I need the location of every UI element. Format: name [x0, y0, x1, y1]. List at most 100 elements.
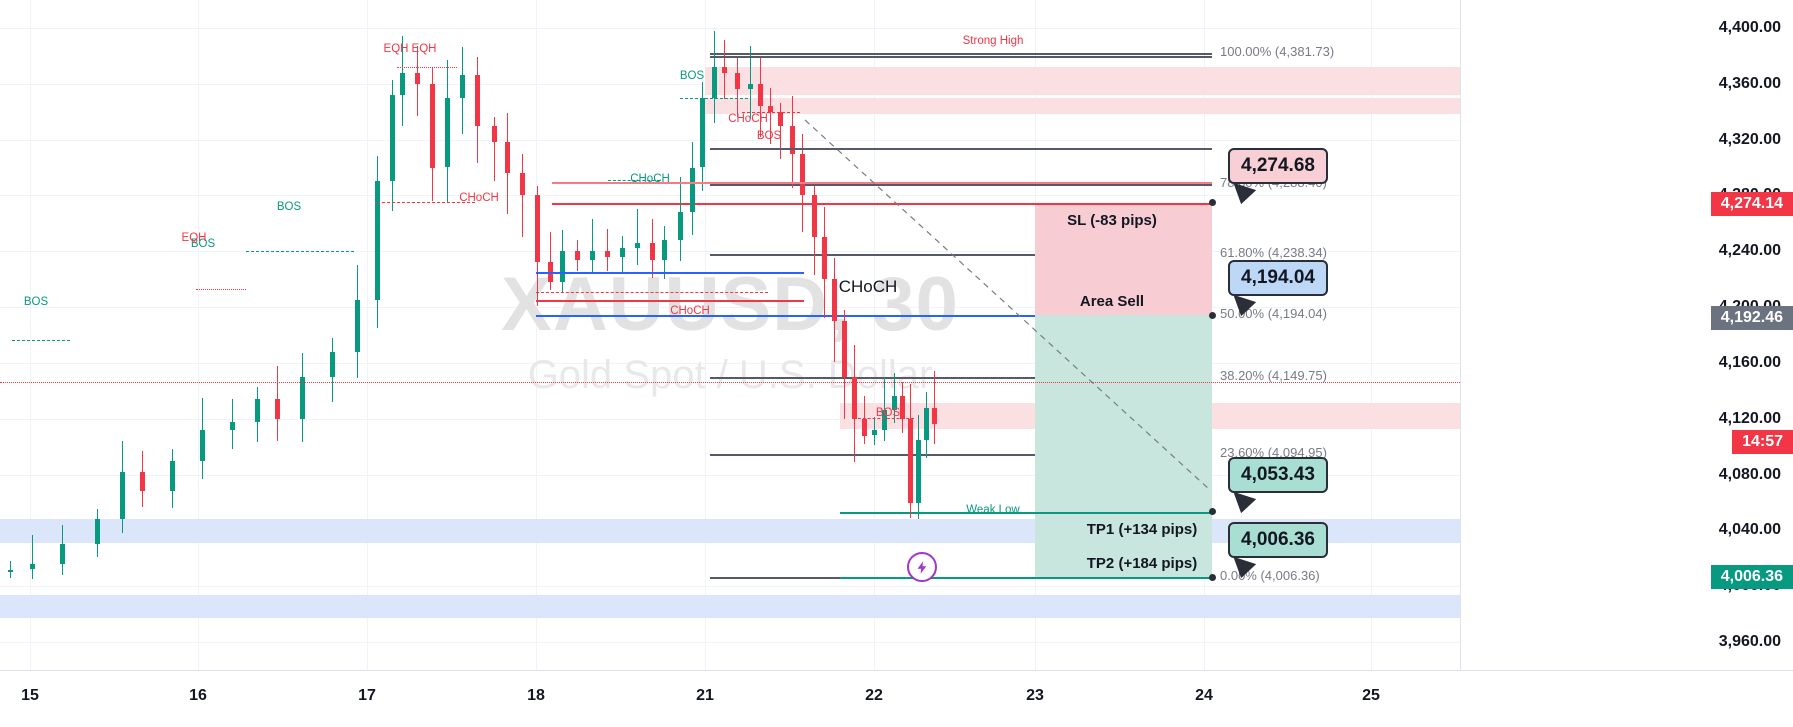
supply-zone-lower [705, 97, 1460, 115]
take-profit-zone[interactable] [1035, 315, 1212, 578]
entry-edge[interactable] [536, 315, 1035, 318]
candle-wick [780, 103, 781, 160]
bos-line-2 [196, 289, 246, 290]
fib-level-label: 61.80% (4,238.34) [1220, 244, 1327, 260]
candle-body [120, 471, 125, 520]
candle-body [852, 376, 857, 419]
candle-wick [32, 534, 33, 580]
candle-body [60, 544, 65, 564]
candle-body [662, 240, 667, 260]
grid-line-v [1371, 0, 1372, 670]
price-tick: 4,080.00 [1718, 465, 1781, 483]
candle-body [492, 125, 497, 143]
smc-marker-choch-9: CHoCH [728, 113, 768, 125]
time-tick: 23 [1026, 687, 1044, 704]
replay-bolt-icon[interactable] [907, 552, 937, 582]
smc-marker-bos-8: BOS [679, 70, 705, 82]
tp1-edge[interactable] [840, 511, 1212, 514]
grid-line-h [0, 418, 1460, 420]
countdown-badge[interactable]: 14:57 [1732, 430, 1793, 455]
smc-marker-choch-12: CHoCH [838, 277, 898, 296]
stop-price-bubble-anchor [1209, 199, 1216, 207]
candle-body [678, 212, 683, 241]
watermark-description: Gold Spot / U.S. Dollar [527, 352, 933, 397]
tp1-price-bubble-tail [1227, 491, 1257, 516]
candle-body [842, 321, 847, 377]
grid-line-h [0, 195, 1460, 197]
candle-body [916, 439, 921, 503]
candle-body [932, 407, 937, 425]
time-scale[interactable]: 15 16 17 18 21 22 23 24 25 [0, 670, 1793, 727]
stop-loss-edge[interactable] [552, 202, 1212, 205]
eqh-line [397, 67, 457, 68]
fib-level-label: 50.00% (4,194.04) [1220, 306, 1327, 322]
fib-level-label: 0.00% (4,006.36) [1220, 568, 1320, 584]
candle-body [735, 72, 740, 90]
price-scale[interactable]: 4,400.004,360.004,320.004,280.004,240.00… [1460, 0, 1793, 670]
time-tick: 15 [21, 687, 39, 704]
grid-line-h [0, 251, 1460, 253]
fib-level-label: 100.00% (4,381.73) [1220, 44, 1335, 60]
grid-line-h [0, 307, 1460, 309]
candle-body [445, 97, 450, 168]
smc-marker-bos-3: BOS [276, 201, 302, 213]
candle-body [605, 251, 610, 257]
smc-marker-choch-11: CHoCH [670, 305, 710, 317]
tp2-edge[interactable] [840, 577, 1212, 580]
smc-marker-bos-10: BOS [756, 130, 782, 142]
current-price-badge[interactable]: 4,192.46 [1710, 305, 1793, 330]
candle-body [790, 125, 795, 154]
tp2-price-bubble[interactable]: 4,006.36 [1228, 522, 1328, 559]
grid-line-v [30, 0, 31, 670]
bos-line-4 [680, 98, 748, 99]
candle-body [778, 111, 783, 126]
candle-body [722, 67, 727, 73]
structure-ray-choch2 [536, 300, 804, 302]
tp1-price-bubble[interactable]: 4,053.43 [1228, 456, 1328, 493]
candle-body [862, 418, 867, 436]
candle-body [768, 106, 773, 112]
grid-line-v [536, 0, 537, 670]
candle-body [400, 72, 405, 95]
candle-body [712, 67, 717, 98]
structure-ray-sl [710, 148, 1212, 150]
tp2-price-bubble-anchor [1209, 573, 1216, 581]
candle-wick [637, 209, 638, 266]
price-tick: 4,040.00 [1718, 521, 1781, 539]
candle-body [475, 75, 480, 126]
candle-wick [494, 117, 495, 182]
candle-wick [522, 153, 523, 238]
current-price-line [0, 382, 1460, 383]
candle-body [560, 251, 565, 282]
candle-body [590, 251, 595, 260]
sl-price-badge[interactable]: 4,274.14 [1710, 191, 1793, 216]
smc-marker-eqh-5: EQH [411, 43, 437, 55]
candle-body [748, 83, 753, 90]
tp1-text: TP1 (+134 pips) [1086, 520, 1198, 538]
candle-body [140, 471, 145, 492]
price-tick: 4,400.00 [1718, 18, 1781, 36]
candle-body [575, 251, 580, 260]
stop-price-bubble[interactable]: 4,274.68 [1228, 147, 1328, 184]
low-price-badge[interactable]: 4,006.36 [1710, 565, 1793, 590]
smc-marker-bos-0: BOS [23, 296, 49, 308]
price-tick: 4,360.00 [1718, 74, 1781, 92]
time-tick: 16 [189, 687, 207, 704]
entry-price-bubble[interactable]: 4,194.04 [1228, 260, 1328, 297]
candle-body [95, 519, 100, 545]
candle-body [635, 242, 640, 249]
candle-body [275, 399, 280, 419]
price-tick: 3,960.00 [1718, 633, 1781, 651]
smc-marker-bos-1: BOS [190, 238, 216, 250]
candle-body [170, 460, 175, 492]
fib-level-line[interactable] [710, 53, 1212, 56]
chart-canvas[interactable]: XAUUSD, 30 Gold Spot / U.S. Dollar 100.0… [0, 0, 1460, 670]
weak-low-label: Weak Low [966, 504, 1020, 516]
candle-body [390, 94, 395, 182]
candle-body [520, 173, 525, 196]
entry-price-bubble-anchor [1209, 311, 1216, 319]
candle-body [812, 195, 817, 238]
candle-body [822, 237, 827, 280]
bos-line-1 [12, 340, 70, 341]
